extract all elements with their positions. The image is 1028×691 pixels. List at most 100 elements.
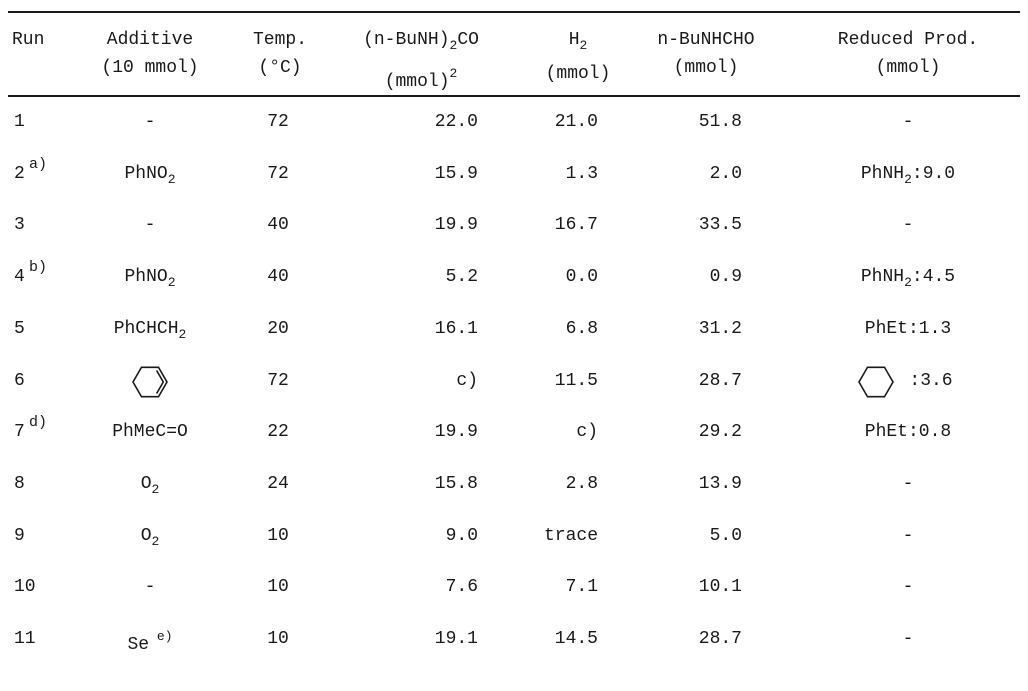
reduced-product-cell: -: [790, 474, 1026, 494]
additive-cell: PhNO2: [80, 164, 220, 187]
run-number: 10: [14, 577, 36, 598]
additive-cell: O2: [80, 474, 220, 497]
header-additive: Additive (10 mmol): [101, 30, 199, 78]
additive-subscript: 2: [167, 275, 176, 291]
additive-text: O: [140, 473, 152, 494]
additive-cell: -: [80, 577, 220, 597]
run-number: 7: [14, 422, 25, 443]
temp-cell: 22: [267, 422, 289, 443]
reduced-product-value: :4.5: [911, 267, 956, 288]
table-row: 8 O2 24 15.8 2.8 13.9 -: [0, 474, 1028, 514]
additive-text: PhMeC=O: [112, 422, 188, 443]
urea-cell: c): [456, 370, 478, 391]
table-row: 10 - 10 7.6 7.1 10.1 -: [0, 577, 1028, 617]
reduced-product-value: :3.6: [909, 370, 953, 391]
formamide-cell: 2.0: [709, 163, 742, 184]
additive-text: PhNO: [124, 163, 168, 184]
h2-cell: 6.8: [565, 318, 598, 339]
temp-cell: 40: [267, 215, 289, 236]
reduced-product-value: :9.0: [911, 163, 956, 184]
additive-footnote: e): [149, 629, 173, 644]
header-formamide: n-BuNHCHO (mmol): [657, 30, 755, 78]
reduced-product-text: -: [902, 525, 914, 546]
table-row: 1 - 72 22.0 21.0 51.8 -: [0, 112, 1028, 152]
temp-cell: 72: [267, 112, 289, 132]
reduced-product-text: -: [902, 215, 914, 236]
formamide-cell: 33.5: [698, 215, 742, 236]
additive-text: O: [140, 525, 152, 546]
header-reduced-product: Reduced Prod. (mmol): [837, 30, 979, 78]
formamide-cell: 0.9: [709, 267, 742, 288]
table-header-rule: [8, 95, 1020, 97]
additive-text: -: [144, 577, 156, 598]
additive-text: -: [144, 112, 156, 132]
reduced-product-subscript: 2: [904, 171, 912, 187]
additive-text: Se: [127, 635, 150, 655]
reduced-product-cell: -: [790, 215, 1026, 235]
temp-cell: 10: [267, 629, 289, 649]
formamide-cell: 51.8: [698, 112, 742, 132]
reduced-product-cell: PhEt:0.8: [790, 422, 1026, 442]
urea-cell: 19.9: [434, 422, 478, 443]
h2-cell: 0.0: [565, 267, 598, 288]
run-number: 8: [14, 473, 25, 494]
additive-subscript: 2: [151, 533, 160, 549]
urea-cell: 19.9: [434, 215, 478, 236]
additive-cell: -: [80, 112, 220, 132]
reduced-product-text: PhNH: [860, 267, 905, 288]
cyclohexane-structure: [858, 365, 894, 398]
table-row: 2 a) PhNO2 72 15.9 1.3 2.0 PhNH2:9.0: [0, 156, 1028, 204]
table-row: 11 Se e) 10 19.1 14.5 28.7 -: [0, 629, 1028, 669]
temp-cell: 10: [267, 577, 289, 598]
table-row: 9 O2 10 9.0 trace 5.0 -: [0, 526, 1028, 566]
run-footnote: d): [29, 414, 48, 432]
table-row: 5 PhCHCH2 20 16.1 6.8 31.2 PhEt:1.3: [0, 319, 1028, 359]
header-h2: H2 (mmol): [545, 30, 611, 84]
temp-cell: 20: [267, 318, 289, 339]
temp-cell: 24: [267, 473, 289, 494]
h2-cell: 2.8: [565, 473, 598, 494]
temp-cell: 72: [267, 370, 289, 391]
run-number: 4: [14, 267, 25, 288]
additive-subscript: 2: [178, 326, 187, 342]
reduced-product-subscript: 2: [904, 275, 912, 291]
reduced-product-text: PhEt:1.3: [864, 318, 952, 339]
reduced-product-text: -: [902, 112, 914, 132]
header-urea: (n-BuNH)2CO (mmol)2: [323, 26, 519, 96]
urea-cell: 7.6: [445, 577, 478, 598]
reduced-product-text: PhNH: [860, 163, 905, 184]
temp-cell: 40: [267, 267, 289, 288]
additive-cell: PhMeC=O: [80, 422, 220, 442]
h2-cell: 11.5: [554, 370, 598, 391]
reduced-product-cell: PhEt:1.3: [790, 319, 1026, 339]
run-number: 6: [14, 370, 25, 391]
table-top-rule: [8, 11, 1020, 13]
table-row: 7 d) PhMeC=O 22 19.9 c) 29.2 PhEt:0.8: [0, 414, 1028, 462]
additive-cell: PhCHCH2: [80, 319, 220, 342]
h2-cell: 21.0: [554, 112, 598, 132]
reduced-product-cell: PhNH2:9.0: [790, 164, 1026, 187]
table-row: 6 72 c) 11.5 28.7 :3.6: [0, 365, 1028, 411]
formamide-cell: 28.7: [698, 370, 742, 391]
header-temp: Temp. (°C): [252, 30, 307, 78]
formamide-cell: 29.2: [698, 422, 742, 443]
additive-text: -: [144, 215, 156, 236]
additive-cell: O2: [80, 526, 220, 549]
reduced-product-cell: -: [790, 577, 1026, 597]
header-run: Run: [12, 30, 45, 50]
header-urea-line2: (mmol)2: [384, 66, 458, 92]
reduced-product-cell: -: [790, 526, 1026, 546]
run-number: 1: [14, 112, 25, 132]
header-urea-line1: (n-BuNH)2CO: [363, 30, 479, 53]
formamide-cell: 5.0: [709, 525, 742, 546]
run-footnote: b): [29, 259, 48, 277]
reduced-product-text: PhEt:0.8: [864, 422, 952, 443]
additive-cell: -: [80, 215, 220, 235]
reduced-product-cell: :3.6: [790, 371, 1026, 391]
h2-cell: 1.3: [565, 163, 598, 184]
urea-cell: 16.1: [434, 318, 478, 339]
h2-cell: 14.5: [554, 629, 598, 649]
temp-cell: 72: [267, 163, 289, 184]
run-number: 2: [14, 163, 25, 184]
reduced-product-text: -: [902, 473, 914, 494]
